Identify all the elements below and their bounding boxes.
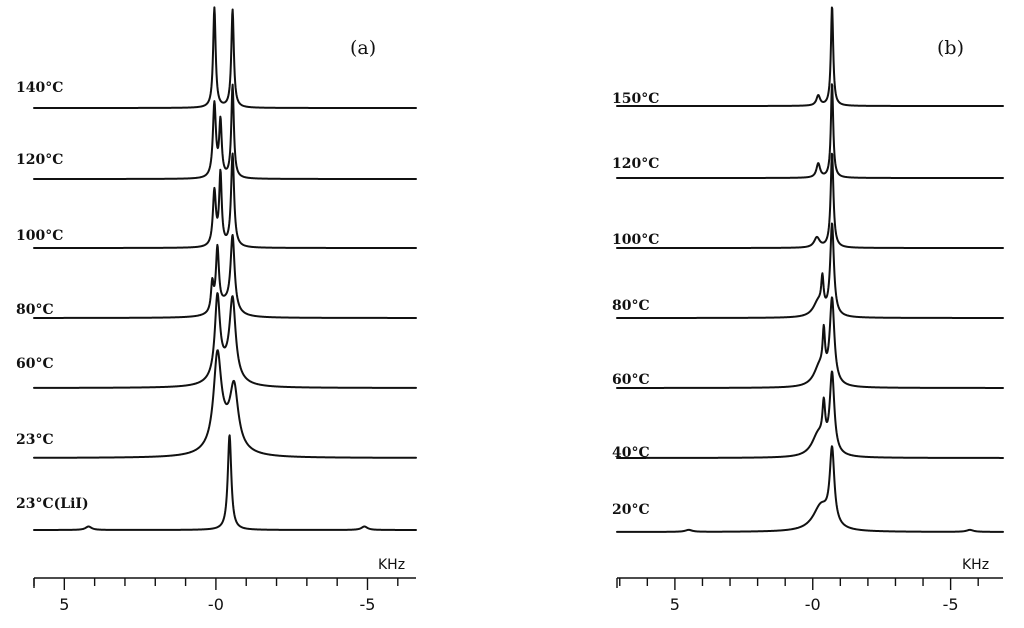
panel-b: (b) 150°C 120°C 100°C 80°C 60°C 40°C 20°C 5 -0 -5 K… — [612, 6, 1004, 614]
spectrum-trace — [616, 83, 1004, 179]
temperature-label: 120°C — [16, 152, 63, 168]
temperature-label: 60°C — [612, 372, 650, 388]
axis-unit-label: KHz — [378, 557, 405, 573]
spectrum-trace — [33, 6, 417, 109]
spectrum-trace — [33, 434, 417, 531]
tick-label: -5 — [360, 595, 376, 614]
temperature-label: 40°C — [612, 445, 650, 461]
spectrum-trace — [33, 233, 417, 319]
temperature-label: 100°C — [612, 232, 659, 248]
tick-label: 5 — [59, 595, 69, 614]
spectrum-trace — [616, 152, 1004, 249]
temperature-label: 23°C — [16, 432, 54, 448]
spectrum-trace — [33, 152, 417, 249]
spectrum-trace — [33, 349, 417, 459]
temperature-label: 80°C — [16, 302, 54, 318]
temperature-label: 100°C — [16, 228, 63, 244]
panel-label: (b) — [937, 37, 964, 59]
temperature-label: 150°C — [612, 91, 659, 107]
tick-label: -0 — [208, 595, 224, 614]
temperature-label: 20°C — [612, 502, 650, 518]
spectrum-trace — [616, 296, 1004, 389]
spectrum-trace — [616, 222, 1004, 319]
temperature-label: 60°C — [16, 356, 54, 372]
temperature-label: 120°C — [612, 156, 659, 172]
spectrum-trace — [616, 6, 1004, 107]
tick-label: -0 — [805, 595, 821, 614]
spectrum-trace — [33, 292, 417, 389]
spectrum-trace — [616, 445, 1004, 533]
panel-label: (a) — [350, 37, 376, 59]
spectrum-trace — [616, 370, 1004, 459]
tick-label: -5 — [943, 595, 959, 614]
tick-label: 5 — [670, 595, 680, 614]
axis-unit-label: KHz — [962, 557, 989, 573]
panel-a: (a) 140°C 120°C 100°C 80°C 60°C 23°C 23°C(LiI) 5… — [16, 6, 417, 614]
spectrum-trace — [33, 83, 417, 180]
temperature-label: 80°C — [612, 298, 650, 314]
temperature-label: 140°C — [16, 80, 63, 96]
temperature-label: 23°C(LiI) — [16, 496, 89, 512]
